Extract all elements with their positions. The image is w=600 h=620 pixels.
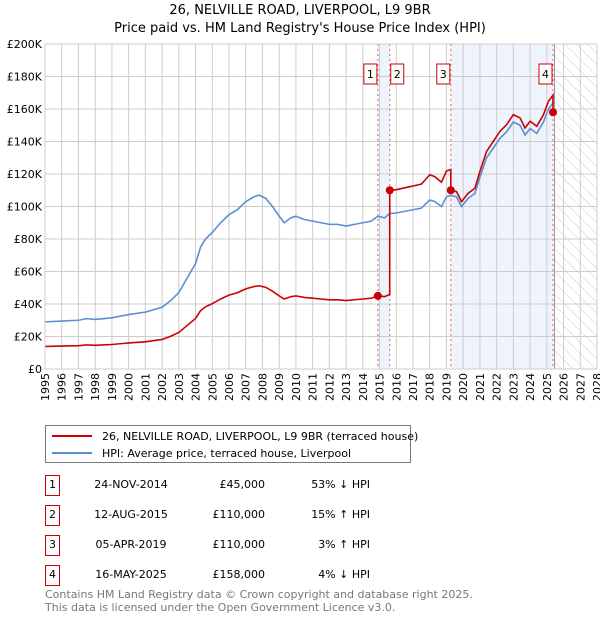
sale-point <box>385 186 394 195</box>
x-tick-label: 2027 <box>574 373 587 401</box>
legend-property-label: 26, NELVILLE ROAD, LIVERPOOL, L9 9BR (te… <box>102 429 419 443</box>
x-tick-label: 2021 <box>474 373 487 401</box>
y-tick-label: £20K <box>14 331 43 344</box>
sale-hpi-diff: 15% ↑ HPI <box>311 508 370 521</box>
y-tick-label: £100K <box>7 201 43 214</box>
x-tick-label: 2010 <box>290 373 303 401</box>
sale-price: £110,000 <box>212 538 266 551</box>
sale-label: 4 <box>542 68 549 81</box>
sale-hpi-diff: 4% ↓ HPI <box>318 568 370 581</box>
y-tick-label: £60K <box>14 266 43 279</box>
sale-label: 2 <box>394 68 401 81</box>
sale-price: £45,000 <box>219 478 266 491</box>
x-tick-label: 2002 <box>156 373 169 401</box>
sale-row: 4 16-MAY-2025 £158,000 4% ↓ HPI <box>45 565 385 586</box>
property-line <box>44 92 555 348</box>
sale-date: 12-AUG-2015 <box>94 508 168 521</box>
y-tick-label: £160K <box>7 103 43 116</box>
sale-price: £110,000 <box>212 508 266 521</box>
legend: 26, NELVILLE ROAD, LIVERPOOL, L9 9BR (te… <box>45 425 418 463</box>
x-tick-label: 2004 <box>190 373 203 401</box>
x-tick-label: 2023 <box>507 373 520 401</box>
footer: Contains HM Land Registry data © Crown c… <box>45 588 473 614</box>
x-tick-label: 2008 <box>256 373 269 401</box>
sale-date: 24-NOV-2014 <box>94 478 168 491</box>
x-tick-label: 2011 <box>307 373 320 401</box>
sale-label-box <box>436 63 451 85</box>
y-tick-label: £0 <box>28 363 42 376</box>
legend-property-swatch <box>52 435 92 437</box>
price-chart: 1995 1996 1997 1998 1999 2000 2001 2002 2003 2004… <box>7 38 600 401</box>
sale-label-box <box>538 63 553 85</box>
x-tick-label: 2013 <box>340 373 353 401</box>
chart-subtitle: Price paid vs. HM Land Registry's House … <box>114 21 486 36</box>
y-tick-label: £80K <box>14 233 43 246</box>
sale-point <box>549 108 558 117</box>
sale-hpi-diff: 3% ↑ HPI <box>318 538 370 551</box>
sale-date: 16-MAY-2025 <box>95 568 167 581</box>
x-tick-label: 2017 <box>407 373 420 401</box>
x-tick-label: 2012 <box>323 373 336 401</box>
x-tick-label: 2024 <box>524 373 537 401</box>
x-tick-label: 1997 <box>72 373 85 401</box>
y-tick-label: £180K <box>7 71 43 84</box>
x-tick-label: 2009 <box>273 373 286 401</box>
y-tick-label: £120K <box>7 168 43 181</box>
sale-point <box>373 291 382 300</box>
sale-hpi-diff: 53% ↓ HPI <box>311 478 370 491</box>
chart-title: 26, NELVILLE ROAD, LIVERPOOL, L9 9BR <box>169 3 431 18</box>
x-tick-label: 2025 <box>541 373 554 401</box>
x-tick-label: 2016 <box>390 373 403 401</box>
sale-label: 3 <box>440 68 447 81</box>
x-tick-label: 2014 <box>357 373 370 401</box>
sale-row: 3 05-APR-2019 £110,000 3% ↑ HPI <box>45 535 385 556</box>
footer-line-2: This data is licensed under the Open Gov… <box>45 601 396 614</box>
x-tick-label: 2019 <box>440 373 453 401</box>
sale-marker-number: 1 <box>45 475 60 496</box>
x-tick-label: 2018 <box>424 373 437 401</box>
sale-label: 1 <box>367 68 374 81</box>
footer-line-1: Contains HM Land Registry data © Crown c… <box>45 588 473 601</box>
x-tick-label: 2006 <box>223 373 236 401</box>
x-tick-label: 2015 <box>374 373 387 401</box>
x-tick-label: 1998 <box>89 373 102 401</box>
sale-row: 2 12-AUG-2015 £110,000 15% ↑ HPI <box>45 505 385 526</box>
plot-frame <box>44 43 598 370</box>
x-tick-label: 2020 <box>457 373 470 401</box>
sale-price: £158,000 <box>212 568 266 581</box>
x-tick-label: 2026 <box>558 373 571 401</box>
x-tick-label: 2028 <box>591 373 600 401</box>
x-tick-label: 2005 <box>206 373 219 401</box>
sale-label-box <box>363 63 378 85</box>
sale-row: 1 24-NOV-2014 £45,000 53% ↓ HPI <box>45 475 385 496</box>
legend-hpi-swatch <box>52 452 92 454</box>
sale-marker-number: 3 <box>45 535 60 556</box>
sale-point <box>446 186 455 195</box>
x-tick-label: 1999 <box>106 373 119 401</box>
x-tick-label: 2007 <box>240 373 253 401</box>
y-tick-label: £200K <box>7 38 43 51</box>
x-tick-label: 2001 <box>139 373 152 401</box>
hpi-line <box>44 102 555 323</box>
sale-date: 05-APR-2019 <box>95 538 167 551</box>
sale-marker-number: 2 <box>45 505 60 526</box>
y-tick-label: £40K <box>14 298 43 311</box>
legend-hpi-label: HPI: Average price, terraced house, Live… <box>102 446 352 460</box>
y-tick-label: £140K <box>7 136 43 149</box>
x-tick-label: 2022 <box>491 373 504 401</box>
x-tick-label: 2000 <box>123 373 136 401</box>
x-tick-label: 1995 <box>39 373 52 401</box>
x-tick-label: 1996 <box>56 373 69 401</box>
x-tick-label: 2003 <box>173 373 186 401</box>
sale-marker-number: 4 <box>45 565 60 586</box>
sale-label-box <box>390 63 405 85</box>
